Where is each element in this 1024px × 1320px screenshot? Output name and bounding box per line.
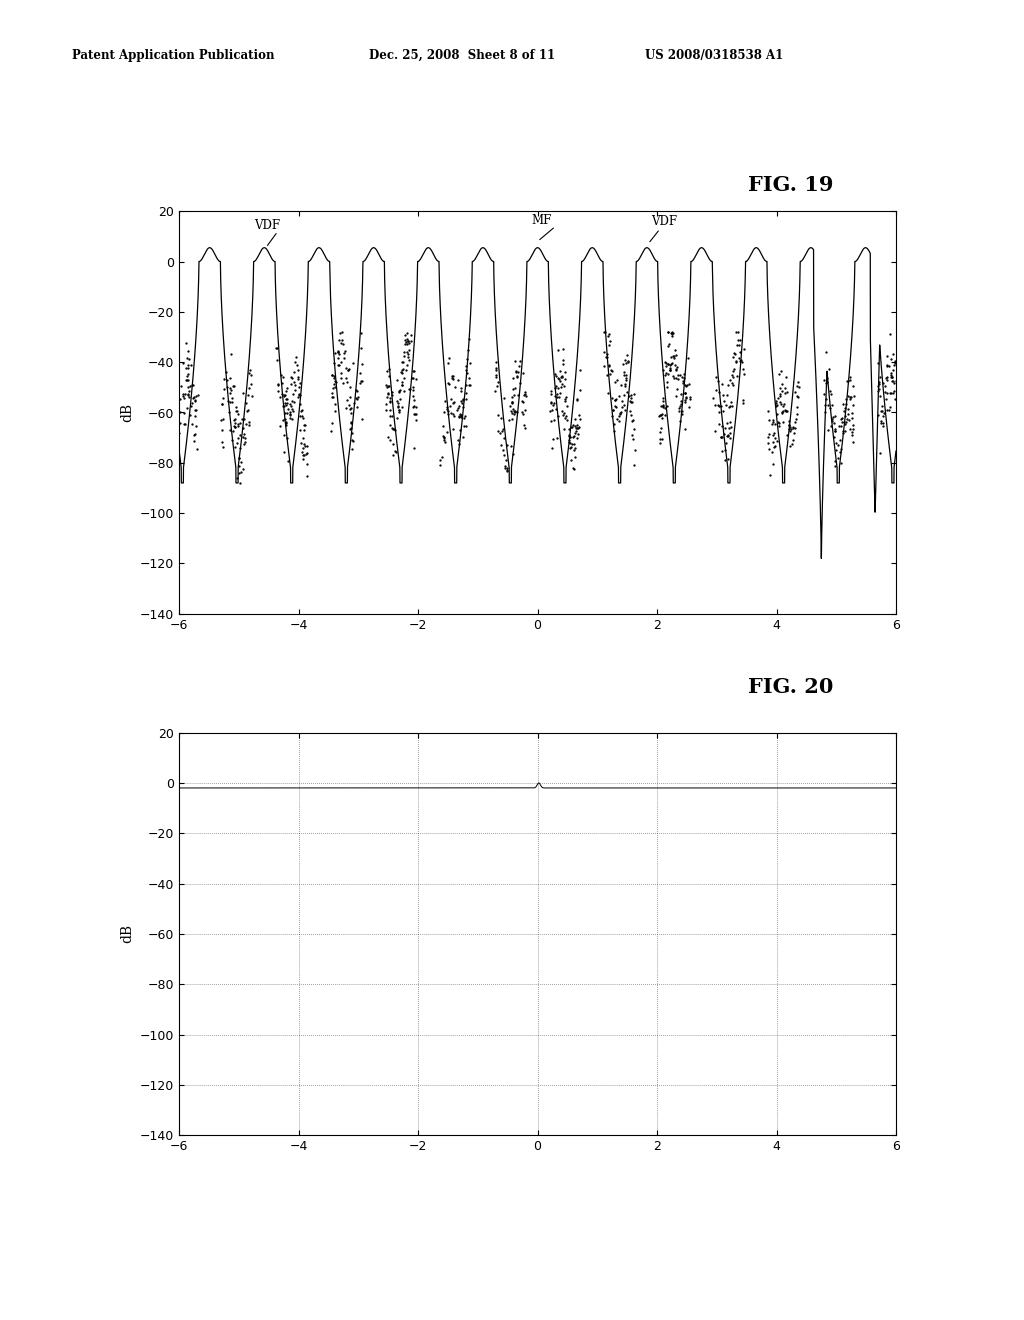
Text: Dec. 25, 2008  Sheet 8 of 11: Dec. 25, 2008 Sheet 8 of 11 bbox=[369, 49, 555, 62]
Text: Patent Application Publication: Patent Application Publication bbox=[72, 49, 274, 62]
Text: VDF: VDF bbox=[254, 219, 280, 232]
Text: US 2008/0318538 A1: US 2008/0318538 A1 bbox=[645, 49, 783, 62]
Text: VDF: VDF bbox=[651, 215, 677, 228]
Text: FIG. 19: FIG. 19 bbox=[748, 176, 833, 195]
Text: FIG. 20: FIG. 20 bbox=[748, 677, 833, 697]
Y-axis label: dB: dB bbox=[121, 924, 134, 944]
Text: MF: MF bbox=[531, 214, 552, 227]
Y-axis label: dB: dB bbox=[121, 403, 134, 422]
